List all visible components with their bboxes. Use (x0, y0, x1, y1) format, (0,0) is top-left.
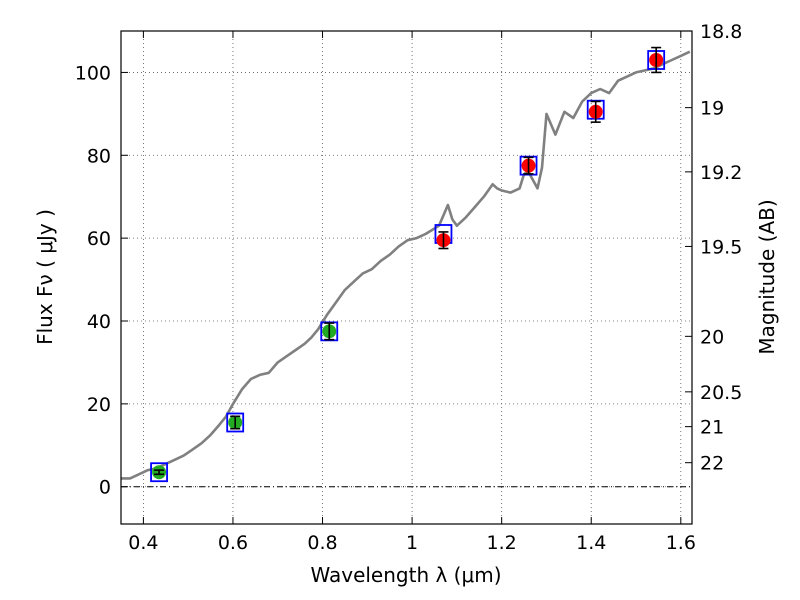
y2-tick-label: 20.5 (700, 382, 742, 404)
y-axis-label: Flux Fν ( μJy ) (33, 209, 57, 345)
x-tick-label: 0.6 (218, 532, 248, 554)
spectrum-group (121, 50, 691, 480)
model-box-marker (150, 462, 168, 483)
y2-tick-label: 19.2 (700, 162, 742, 184)
y2-tick-label: 19 (700, 98, 724, 120)
y2-axis-label: Magnitude (AB) (755, 199, 779, 354)
y-tick-label: 60 (87, 228, 111, 250)
y-tick-label: 20 (87, 394, 111, 416)
x-tick-label: 1.6 (666, 532, 696, 554)
x-tick-label: 1.4 (576, 532, 606, 554)
model-box-marker (226, 412, 245, 433)
y2-tick-label: 20 (700, 326, 724, 348)
axis-ticks: 0.4 0.6 0.8 1 1.2 1.4 1.6 0 20 40 60 80 100 18.8 19 19.… (75, 21, 743, 554)
y2-tick-label: 19.5 (700, 236, 742, 258)
y-tick-label: 0 (99, 477, 111, 499)
photometry-group (152, 46, 664, 480)
x-tick-label: 0.8 (307, 532, 337, 554)
y2-tick-label: 18.8 (700, 21, 742, 43)
x-tick-label: 1.2 (487, 532, 517, 554)
y-tick-label: 80 (87, 145, 111, 167)
plot-frame (120, 30, 693, 525)
spectrum-line (121, 50, 691, 480)
y2-tick-label: 21 (700, 417, 724, 439)
y-tick-label: 100 (75, 62, 111, 84)
x-tick-label: 0.4 (128, 532, 158, 554)
y-tick-label: 40 (87, 311, 111, 333)
y2-tick-label: 22 (700, 453, 724, 475)
plot-area (121, 31, 692, 524)
x-axis-label: Wavelength λ (μm) (310, 563, 501, 587)
x-tick-label: 1 (406, 532, 418, 554)
